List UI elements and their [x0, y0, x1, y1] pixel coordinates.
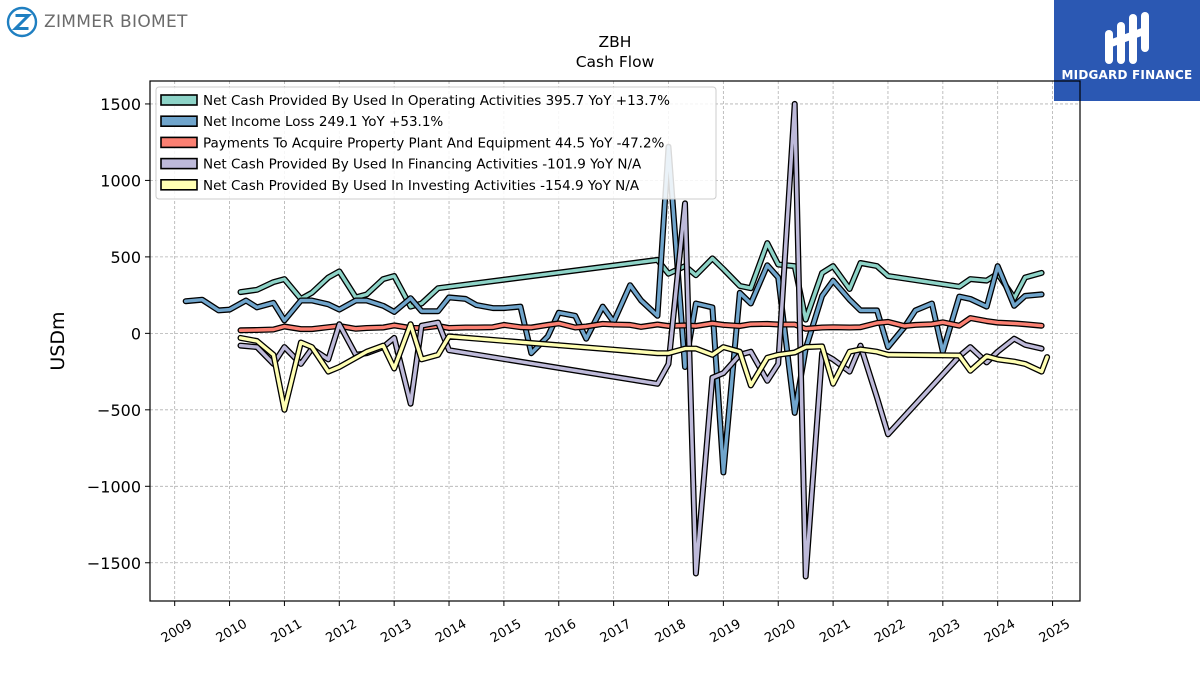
legend-item: Net Income Loss 249.1 YoY +53.1%	[160, 114, 443, 130]
legend-item: Payments To Acquire Property Plant And E…	[160, 135, 665, 151]
series-4	[237, 321, 1051, 413]
x-tick-label: 2009	[159, 617, 195, 647]
legend-item: Net Cash Provided By Used In Operating A…	[160, 93, 670, 109]
series-lines	[182, 100, 1051, 580]
legend-label: Net Income Loss 249.1 YoY +53.1%	[203, 114, 443, 130]
legend-label: Payments To Acquire Property Plant And E…	[203, 135, 665, 151]
series-line	[238, 102, 1044, 579]
zimmer-biomet-logo-text: ZIMMER BIOMET	[44, 12, 188, 32]
legend-label: Net Cash Provided By Used In Investing A…	[203, 178, 640, 194]
chart-subtitle: Cash Flow	[575, 53, 655, 71]
series-2	[237, 315, 1045, 334]
y-tick-label: 500	[110, 248, 141, 267]
x-tick-label: 2023	[927, 617, 963, 647]
x-tick-label: 2021	[817, 617, 853, 647]
x-tick-label: 2012	[323, 617, 359, 647]
legend-item: Net Cash Provided By Used In Investing A…	[160, 178, 640, 194]
y-tick-label: 1500	[100, 95, 141, 114]
legend-swatch	[160, 157, 198, 170]
series-line	[238, 322, 1049, 412]
x-tick-label: 2014	[433, 617, 469, 647]
chart-title-block: ZBH Cash Flow	[415, 32, 815, 72]
series-3	[237, 100, 1045, 580]
zimmer-biomet-logo: ZIMMER BIOMET	[6, 6, 188, 38]
y-tick-label: −1000	[87, 477, 141, 496]
legend-label: Net Cash Provided By Used In Financing A…	[203, 157, 642, 173]
x-tick-label: 2022	[872, 617, 908, 647]
midgard-finance-logo-mark	[1105, 12, 1149, 64]
legend-swatch	[160, 136, 198, 149]
legend-swatch	[160, 94, 198, 106]
x-tick-label: 2015	[488, 617, 524, 647]
legend-swatch	[160, 179, 198, 191]
x-tick-label: 2016	[543, 617, 579, 647]
y-tick-label: −500	[97, 401, 141, 420]
legend-label: Net Cash Provided By Used In Operating A…	[203, 93, 670, 109]
legend-item: Net Cash Provided By Used In Financing A…	[160, 157, 642, 173]
legend: Net Cash Provided By Used In Operating A…	[155, 86, 717, 200]
x-tick-label: 2024	[982, 617, 1018, 647]
zimmer-biomet-logo-mark	[6, 6, 38, 38]
x-tick-label: 2017	[598, 617, 634, 647]
x-tick-label: 2019	[708, 617, 744, 647]
legend-swatch	[160, 115, 198, 127]
x-tick-label: 2020	[762, 617, 798, 647]
midgard-finance-logo: MIDGARD FINANCE	[1054, 0, 1200, 101]
legend-box	[155, 86, 717, 200]
chart-title: ZBH	[598, 33, 632, 51]
y-tick-label: 1000	[100, 171, 141, 190]
midgard-finance-logo-text: MIDGARD FINANCE	[1061, 68, 1193, 82]
plot-frame	[149, 80, 1081, 602]
y-axis-label: USDm	[47, 311, 69, 370]
series-line	[238, 316, 1044, 332]
series-line	[238, 241, 1044, 322]
x-tick-label: 2025	[1037, 617, 1073, 647]
y-tick-label: 0	[131, 324, 141, 343]
x-tick-label: 2011	[269, 617, 305, 647]
y-tick-label: −1500	[87, 554, 141, 573]
x-tick-label: 2013	[378, 617, 414, 647]
x-tick-label: 2018	[653, 617, 689, 647]
series-0	[237, 240, 1045, 323]
x-tick-label: 2010	[214, 617, 250, 647]
